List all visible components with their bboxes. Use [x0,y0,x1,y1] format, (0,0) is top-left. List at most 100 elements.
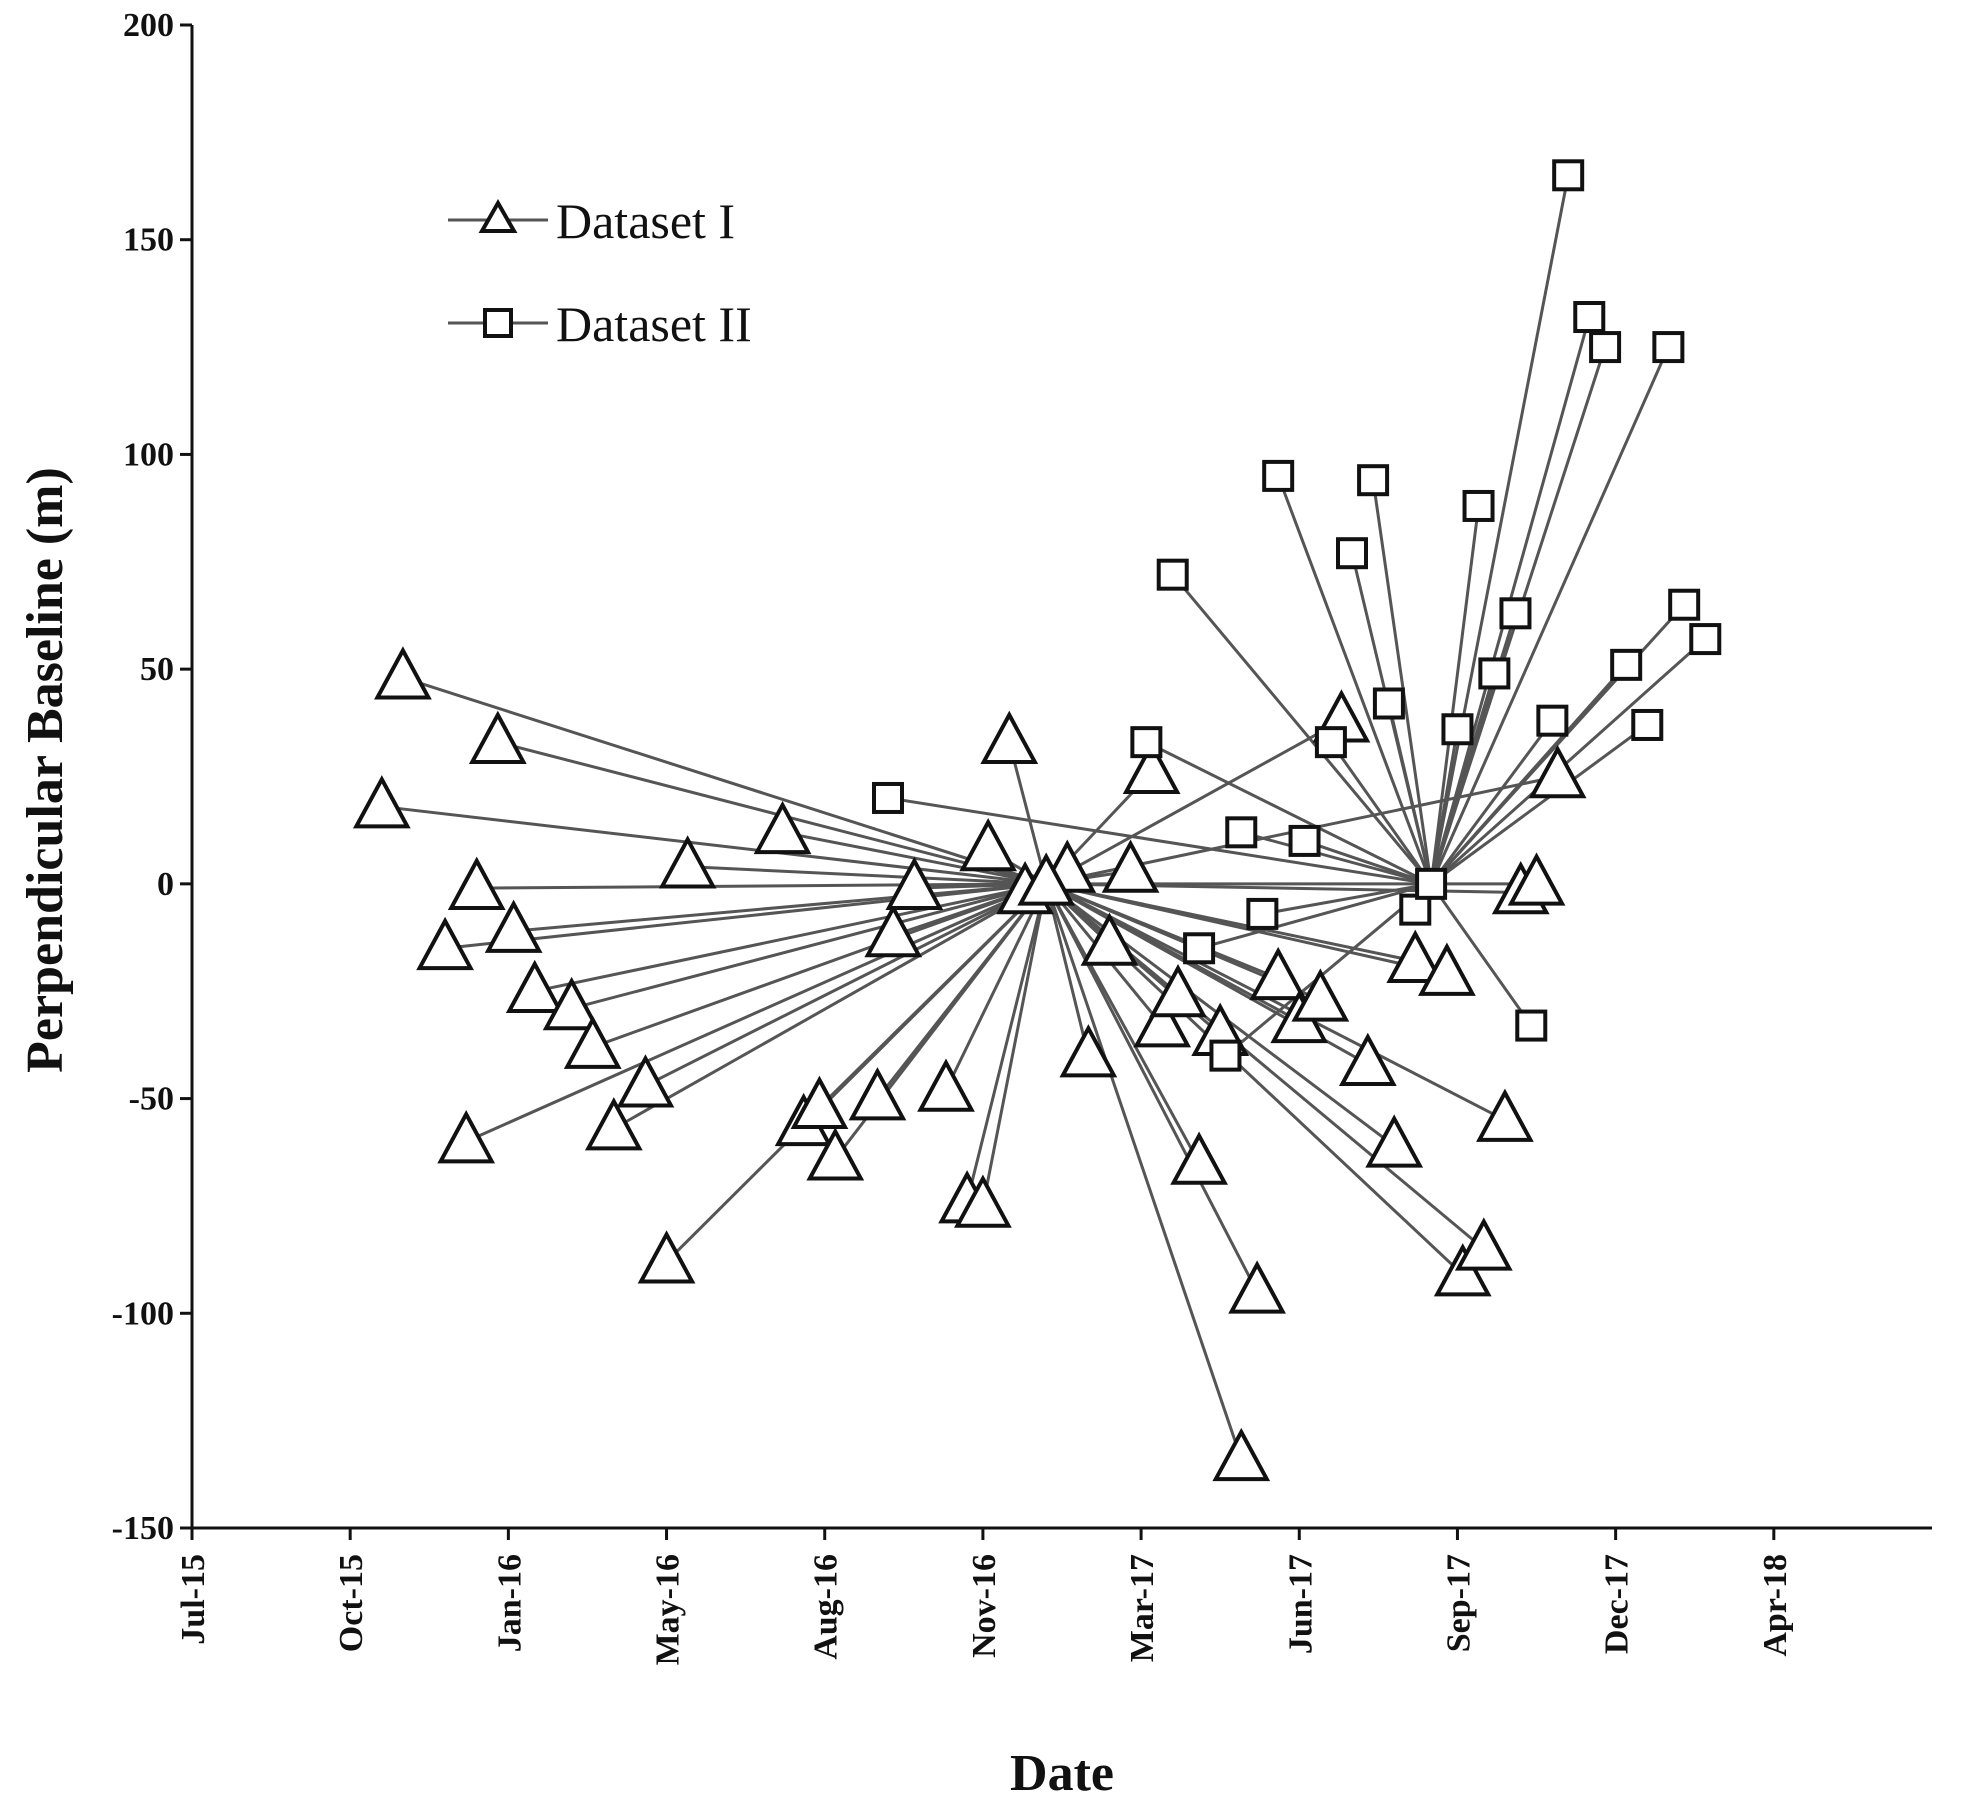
data-point-triangle [1338,1032,1397,1087]
baseline-link-triangle [513,882,1047,933]
data-point-triangle [848,1067,907,1121]
baseline-link-triangle [1044,883,1090,1056]
x-tick-label: Oct-15 [333,1554,370,1652]
baseline-link-square [1430,723,1649,886]
baseline-link-square [1429,505,1481,885]
data-point-triangle [416,916,474,971]
data-point-triangle [1149,964,1207,1018]
baseline-link-triangle [476,882,1047,890]
master-point-triangle [1017,852,1076,906]
data-point-square [1462,489,1495,522]
baseline-link-triangle [965,883,1048,1202]
y-tick-label: 100 [123,436,174,473]
data-point-triangle [1433,1243,1492,1297]
data-point-triangle [505,959,564,1014]
x-tick-label: Aug-16 [808,1554,845,1660]
baseline-link-square [1276,475,1433,885]
baseline-link-triangle [818,882,1048,1109]
baseline-link-triangle [944,883,1048,1091]
baseline-link-square [1429,175,1570,885]
data-point-square [1336,537,1368,570]
baseline-link-triangle [571,882,1047,1010]
data-point-square [1499,597,1532,630]
baseline-link-triangle [876,882,1048,1100]
data-point-square [1130,726,1163,759]
baseline-link-square [1304,839,1432,886]
baseline-link-square [1430,637,1707,885]
data-point-triangle [1476,1088,1534,1142]
baseline-link-triangle [644,882,1047,1088]
data-point-triangle [864,903,923,958]
data-point-square [1357,464,1390,497]
data-point-triangle [1528,745,1587,799]
data-point-triangle [542,976,601,1031]
x-tick-label: Jul-15 [175,1554,212,1645]
baseline-link-square [1240,830,1432,886]
x-tick-label: Jun-17 [1282,1554,1319,1654]
y-tick-label: -50 [129,1081,174,1118]
baseline-link-triangle [687,865,1047,886]
data-point-square [1668,588,1701,621]
legend-marker-square [483,308,513,338]
data-point-square [1225,816,1258,849]
y-tick-label: 0 [157,866,174,903]
baseline-link-triangle [981,883,1048,1207]
legend-label-dataset-1: Dataset I [556,193,735,249]
data-point-square [1209,1039,1242,1072]
baseline-link-square [1429,346,1670,885]
baseline-link-triangle [381,805,1047,886]
x-tick-label: Mar-17 [1124,1554,1161,1662]
y-tick-label: 50 [140,651,174,688]
baseline-link-triangle [444,882,1047,950]
data-point-square [1478,657,1511,690]
baseline-link-square [887,796,1432,886]
x-tick-label: May-16 [650,1554,687,1665]
baseline-link-square [1371,479,1433,885]
data-point-triangle [374,646,432,700]
data-point-triangle [1059,1024,1118,1078]
data-point-square [1288,824,1321,857]
data-point-square [1689,623,1722,656]
data-point-triangle [917,1058,975,1112]
baseline-link-square [1171,573,1433,885]
data-point-triangle [1291,968,1350,1022]
baseline-link-triangle [1045,882,1506,1122]
data-point-triangle [584,1097,643,1151]
data-point-square [1183,932,1216,965]
baseline-link-triangle [497,740,1047,886]
x-tick-label: Dec-17 [1599,1554,1636,1654]
legend: Dataset I Dataset II [448,193,752,352]
baseline-link-square [1198,882,1432,950]
x-tick-label: Jan-16 [491,1554,528,1652]
x-tick-label: Apr-18 [1757,1554,1794,1657]
data-point-triangle [1170,1131,1228,1185]
data-point-square [1610,648,1643,681]
y-axis-title: Perpendicular Baseline (m) [17,467,74,1073]
baseline-link-square [1145,740,1432,886]
data-point-triangle [1212,1427,1271,1482]
baseline-link-square [1429,719,1554,885]
data-point-triangle [959,818,1018,872]
data-point-square [1314,726,1347,759]
data-point-triangle [484,899,543,953]
data-point-square [1262,459,1295,492]
baseline-link-triangle [1045,719,1343,886]
data-point-triangle [1101,839,1160,893]
y-tick-label: -100 [112,1295,174,1332]
data-point-square [1515,1009,1548,1042]
data-point-triangle [437,1110,496,1164]
legend-marker-triangle [478,198,518,233]
data-point-square [1552,159,1585,192]
baseline-link-square [1262,882,1432,916]
data-point-triangle [1507,852,1566,906]
data-point-triangle [1418,942,1476,996]
data-point-triangle [468,710,527,764]
data-point-triangle [753,800,812,855]
baseline-link-square [1429,882,1533,1027]
data-point-triangle [616,1054,675,1108]
legend-label-dataset-2: Dataset II [556,296,752,352]
baseline-link-triangle [1044,883,1243,1460]
baseline-link-triangle [1007,741,1048,885]
